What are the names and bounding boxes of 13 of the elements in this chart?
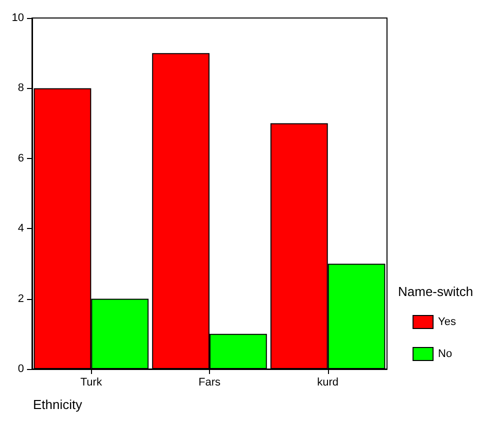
legend-label: Yes: [438, 316, 456, 328]
y-tick-label: 8: [18, 82, 24, 94]
y-tick-label: 6: [18, 152, 24, 164]
x-axis-title: Ethnicity: [33, 397, 83, 412]
y-tick-label: 4: [18, 222, 24, 235]
x-tick-label: kurd: [317, 376, 339, 388]
legend-title: Name-switch: [398, 284, 474, 299]
x-tick-label: Fars: [198, 376, 221, 388]
x-tick-label: Turk: [80, 376, 102, 388]
legend-label: No: [438, 348, 452, 360]
y-tick-label: 10: [12, 12, 24, 24]
y-tick-label: 2: [18, 292, 24, 305]
y-tick-label: 0: [18, 363, 24, 375]
